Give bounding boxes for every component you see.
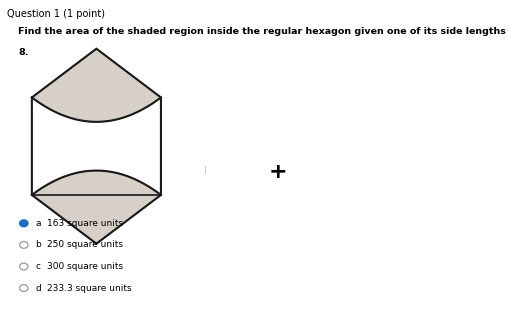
Polygon shape [32,49,161,122]
Text: Find the area of the shaded region inside the regular hexagon given one of its s: Find the area of the shaded region insid… [18,27,509,36]
Text: 250 square units: 250 square units [47,241,123,249]
Circle shape [19,220,28,227]
Text: +: + [269,162,287,182]
Text: 8.: 8. [18,47,29,57]
Text: d: d [35,284,41,293]
Text: 163 square units: 163 square units [47,219,123,228]
Text: a: a [35,219,41,228]
Text: b: b [35,241,41,249]
Text: c: c [35,262,40,271]
Text: 233.3 square units: 233.3 square units [47,284,131,293]
Text: 300 square units: 300 square units [47,262,123,271]
Text: ❘: ❘ [202,165,209,174]
Text: Question 1 (1 point): Question 1 (1 point) [7,9,104,19]
Polygon shape [32,171,161,244]
